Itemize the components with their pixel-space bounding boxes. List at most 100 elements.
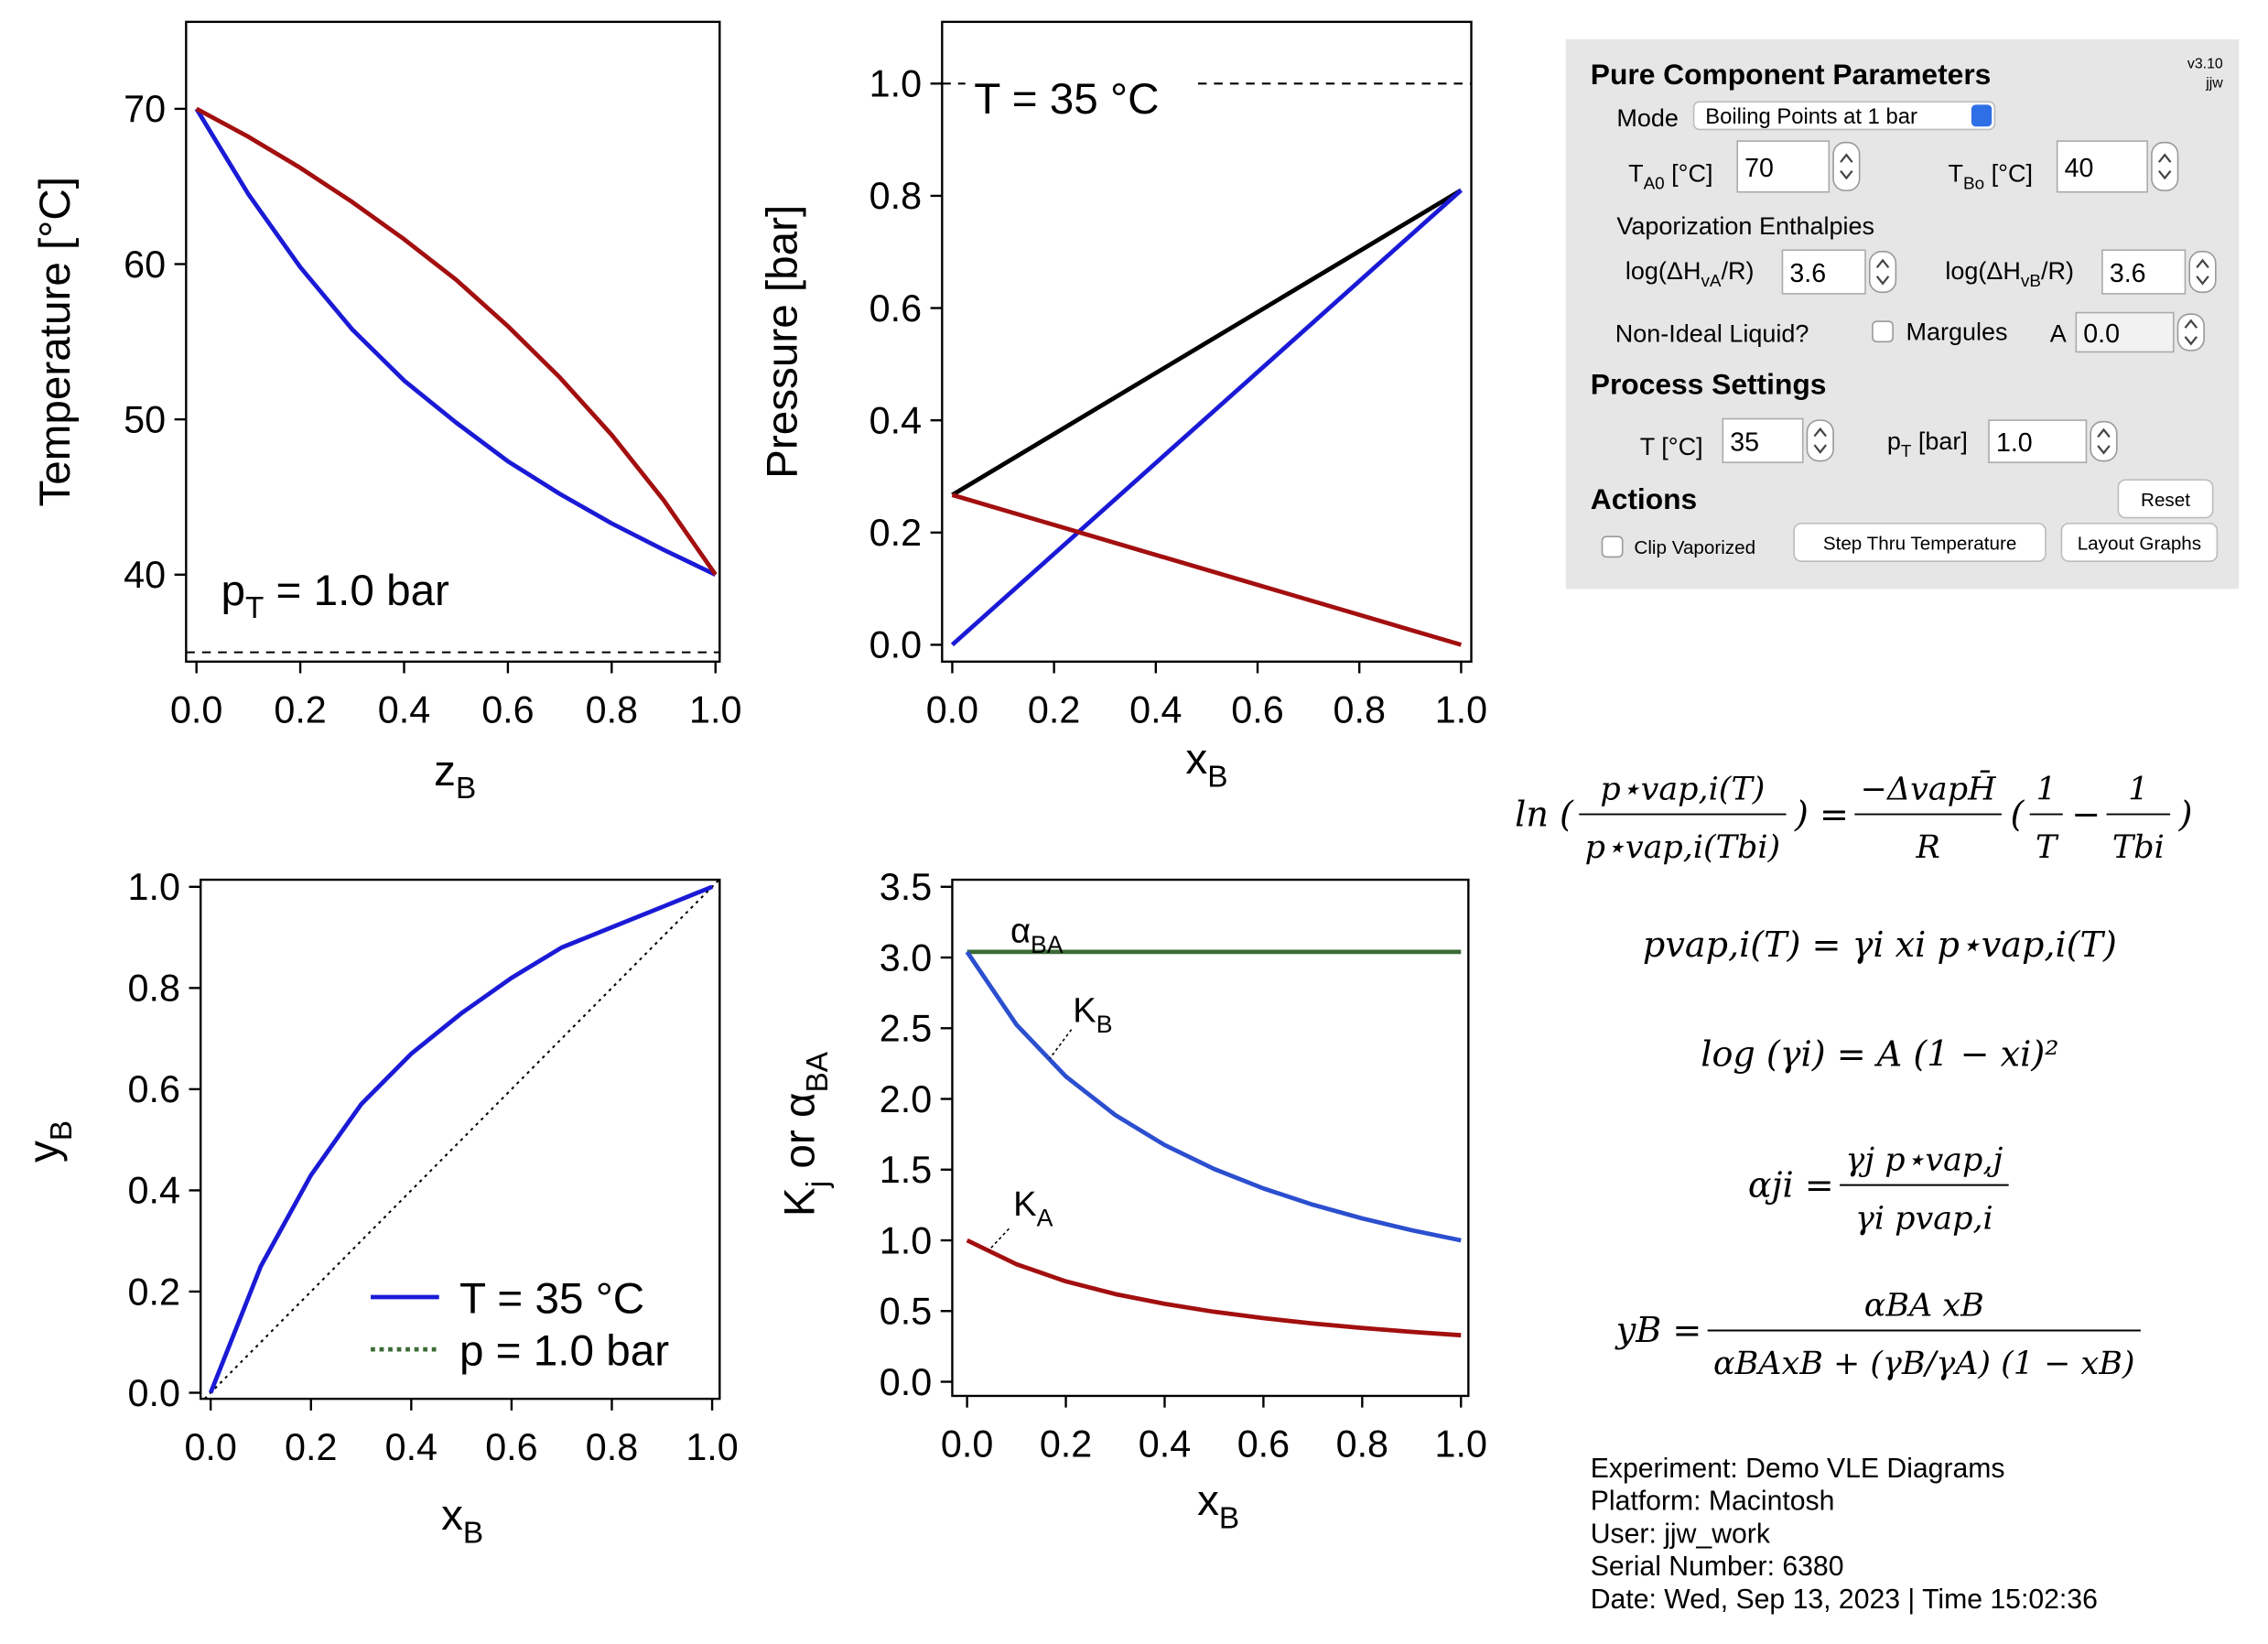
input-value[interactable]: 1.0 [1996,428,2033,458]
equation-denominator: Tbi [2112,829,2165,866]
series-line [195,106,718,577]
spinner-body[interactable] [2151,141,2179,191]
button-label[interactable]: Layout Graphs [2078,533,2201,554]
input-value[interactable]: 70 [1744,154,1774,183]
x-tick-label: 0.4 [1139,1423,1191,1466]
checkbox[interactable] [1872,320,1894,343]
popup-value[interactable]: Boiling Points at 1 bar [1705,104,1917,129]
input-value[interactable]: 35 [1730,427,1759,457]
text-part: B [1219,1502,1239,1536]
spinner-body[interactable] [2176,313,2205,352]
input-value[interactable]: 40 [2065,154,2094,183]
equation: ln (p⋆vap,i(T) p⋆vap,i(Tbi)) = −ΔvapH̄ R (… [1515,769,2192,866]
section-title: Actions [1591,482,1697,515]
text-input[interactable] [1988,419,2088,463]
series-line [194,107,717,577]
text-part: T [1949,160,1964,188]
x-tick-label: 0.4 [1129,689,1182,731]
equation-numerator: γj p⋆vap,j [1845,1142,2003,1179]
spinner[interactable] [2151,141,2179,191]
spinner[interactable] [1806,419,1834,462]
spinner-up[interactable] [1813,427,1827,438]
spinner[interactable] [2188,251,2217,294]
popup-arrow[interactable] [1971,104,1993,127]
x-tick-label: 0.0 [926,689,978,731]
version: v3.10 [2187,57,2223,72]
checkbox[interactable] [1601,535,1624,558]
y-tick-label: 0.0 [128,1372,180,1414]
spinner-body[interactable] [1868,251,1897,294]
x-tick-label: 0.6 [485,1426,537,1468]
spinner-down[interactable] [1813,444,1827,454]
spinner-down[interactable] [2184,336,2198,346]
text-part: A [1037,1204,1053,1231]
plot-frame [951,878,1470,1398]
popup-menu[interactable] [1692,101,1996,131]
spinner[interactable] [1868,251,1897,294]
text-part: T [245,591,264,625]
text-input[interactable] [2056,140,2148,193]
text-part: vB [2021,272,2041,291]
field-label: log(ΔHvA/R) [1625,257,1755,291]
x-tick-label: 0.0 [170,689,222,731]
spinner-down[interactable] [2196,276,2209,286]
equation-text: αji = [1748,1164,1834,1205]
equation: yB = αBA xB αBAxB + (γB/γA) (1 − xB) [1615,1288,2141,1382]
annotation: KB [1073,991,1112,1038]
text-input[interactable] [1736,140,1831,193]
spinner[interactable] [1832,141,1861,191]
spinner[interactable] [2176,313,2205,352]
x-axis-label: zB [434,747,476,806]
spinner[interactable] [2090,420,2118,462]
spinner-up[interactable] [2157,153,2172,163]
text-part: x [1185,735,1207,784]
x-tick-label: 0.8 [1334,689,1386,731]
y-tick-label: 1.0 [880,1219,932,1261]
button[interactable] [2060,523,2219,562]
series-line [208,884,713,1394]
y-tick-label: 1.0 [869,63,922,105]
spinner-up[interactable] [2184,319,2198,329]
equation-numerator: 1 [2128,772,2148,808]
x-tick-label: 0.4 [385,1426,437,1468]
x-tick-label: 1.0 [1435,689,1487,731]
spinner-body[interactable] [1832,141,1861,191]
y-tick-label: 3.0 [880,936,932,979]
spinner-body[interactable] [1806,419,1834,462]
spinner-up[interactable] [2097,427,2111,438]
text-part: B [45,1120,79,1141]
equation-numerator: −ΔvapH̄ [1861,769,1997,807]
y-tick-label: 2.5 [880,1008,932,1050]
y-tick-label: 0.8 [869,175,922,217]
x-tick-label: 0.8 [1336,1423,1388,1466]
button-label[interactable]: Reset [2141,490,2190,511]
button[interactable] [2117,479,2214,519]
y-tick-label: 0.0 [869,624,922,666]
spinner-up[interactable] [1840,153,1853,163]
text-input[interactable] [2101,249,2187,295]
spinner-up[interactable] [2196,258,2209,269]
button[interactable] [1793,523,2047,562]
spinner-body[interactable] [2188,251,2217,294]
y-tick-label: 70 [124,88,166,130]
section-title: Process Settings [1591,368,1827,401]
text-input[interactable] [1781,249,1866,295]
x-tick-label: 0.2 [274,689,326,731]
input-value[interactable]: 3.6 [1789,259,1826,288]
spinner-down[interactable] [1840,169,1853,180]
button-label[interactable]: Step Thru Temperature [1823,533,2017,554]
x-tick-label: 0.0 [184,1426,236,1468]
field-label: TA0 [°C] [1628,160,1712,194]
spinner-down[interactable] [2157,169,2172,180]
input-value[interactable]: 3.6 [2110,259,2146,288]
text-part: B [456,772,476,806]
annotation-leader [1049,1029,1073,1059]
equation-numerator: 1 [2036,772,2057,808]
spinner-down[interactable] [1875,276,1890,286]
spinner-body[interactable] [2090,420,2118,462]
field-label: A [2050,319,2067,347]
spinner-up[interactable] [1875,258,1890,269]
text-input[interactable] [1722,417,1804,463]
spinner-down[interactable] [2097,445,2111,455]
y-tick-label: 0.5 [880,1291,932,1333]
